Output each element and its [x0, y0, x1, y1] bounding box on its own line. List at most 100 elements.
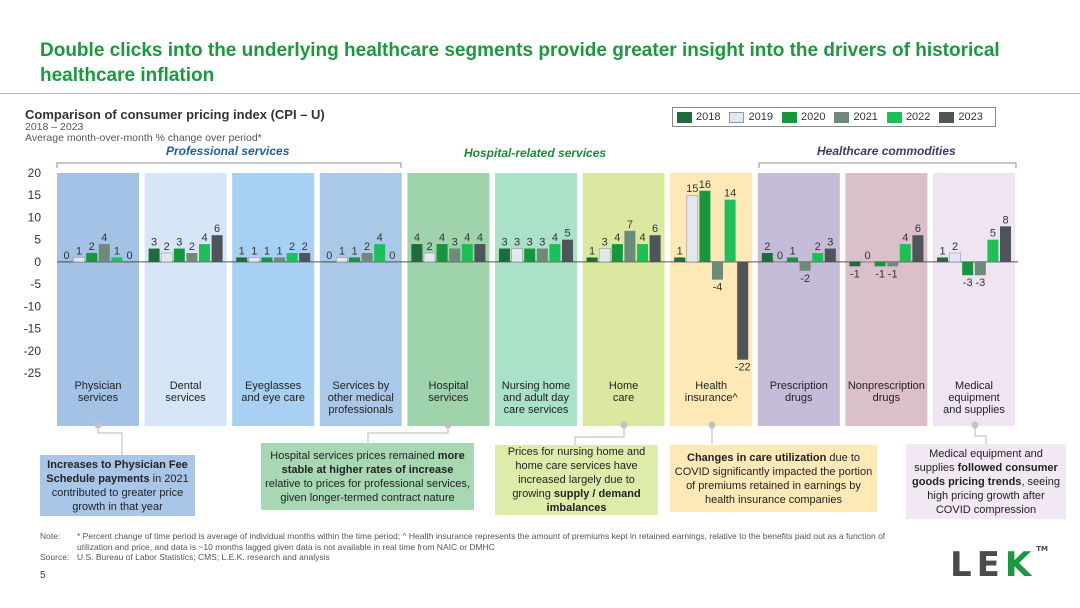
data-label: 4 [414, 232, 420, 244]
source-label: Source: [40, 552, 70, 562]
callout-hospital: Hospital services prices remained more s… [261, 443, 474, 510]
callout-equipment: Medical equipment and supplies followed … [906, 444, 1066, 519]
data-label: 1 [239, 245, 245, 257]
data-label: 15 [686, 183, 698, 195]
legend-label: 2020 [800, 111, 826, 123]
bar-2019 [423, 252, 436, 263]
y-tick-label: 15 [28, 188, 42, 202]
data-label: 0 [63, 250, 69, 262]
data-label: -2 [800, 273, 810, 285]
category-label: Home care [608, 380, 639, 404]
callout-home-care: Prices for nursing home and home care se… [495, 445, 658, 515]
bar-2020 [874, 261, 886, 267]
data-label: -4 [713, 282, 723, 294]
category-label: Hospital services [428, 380, 469, 404]
category-label: Nursing home and adult day care services [501, 380, 571, 416]
bar-2022 [286, 253, 298, 262]
data-label: 3 [176, 237, 182, 249]
data-label: 2 [952, 241, 958, 253]
data-label: 4 [614, 232, 620, 244]
category-label: Prescription drugs [769, 380, 828, 404]
connector-hospital [367, 425, 449, 443]
data-label: 3 [501, 237, 507, 249]
data-label: -3 [963, 277, 973, 289]
data-label: 0 [777, 250, 783, 262]
data-label: 2 [815, 241, 821, 253]
category-panel [933, 173, 1015, 426]
data-label: 2 [189, 241, 195, 253]
data-label: 2 [164, 241, 170, 253]
data-label: 6 [652, 223, 658, 235]
category-panel [845, 173, 928, 426]
bar-2022 [461, 244, 473, 262]
data-label: 4 [377, 232, 383, 244]
connector-home [574, 425, 625, 445]
bar-2020 [787, 257, 798, 262]
category-label: Dental services [165, 380, 206, 404]
legend-swatch [939, 111, 955, 123]
legend-swatch [886, 111, 902, 123]
bar-2023 [737, 261, 749, 360]
legend-swatch [729, 111, 745, 123]
data-label: 4 [552, 232, 558, 244]
data-label: 14 [724, 188, 736, 200]
bracket-commodities [758, 162, 1017, 168]
bracket-professional [56, 162, 402, 168]
bar-2022 [549, 244, 561, 262]
bar-2023 [386, 261, 398, 263]
data-label: 1 [677, 245, 683, 257]
bar-2019 [949, 252, 961, 263]
category-panel [407, 173, 490, 426]
data-label: 2 [302, 241, 308, 253]
data-label: 2 [89, 241, 95, 253]
bar-2020 [261, 257, 273, 262]
callout-text: Prices for nursing home and home care se… [507, 446, 646, 514]
bar-2022 [899, 244, 911, 262]
legend-item-2023: 2023 [939, 111, 983, 123]
data-label: 1 [276, 245, 282, 257]
y-tick-label: -25 [24, 366, 42, 380]
bar-2023 [211, 235, 223, 262]
legend-label: 2018 [696, 111, 721, 123]
data-label: 1 [789, 245, 795, 257]
bar-2023 [649, 235, 661, 262]
title-divider [0, 93, 1080, 94]
y-tick-label: -5 [30, 277, 41, 291]
data-label: 3 [452, 237, 458, 249]
data-label: 3 [151, 237, 157, 249]
bar-2021 [536, 248, 548, 262]
bar-2022 [374, 244, 386, 262]
data-label: 0 [864, 250, 870, 262]
data-label: 3 [827, 237, 833, 249]
bar-2020 [349, 257, 360, 262]
bar-2020 [86, 253, 98, 262]
data-label: 5 [564, 228, 570, 240]
data-label: 7 [627, 219, 633, 231]
bar-2018 [236, 257, 248, 262]
bar-2019 [336, 257, 348, 263]
connector-physician [97, 425, 123, 455]
data-label: 4 [101, 232, 107, 244]
data-label: 0 [126, 250, 132, 262]
note-text: * Percent change of time period is avera… [77, 531, 886, 552]
page-title: Double clicks into the underlying health… [40, 40, 1000, 86]
category-panel [582, 173, 665, 426]
bar-2018 [411, 244, 423, 262]
category-panel [144, 173, 227, 426]
callout-text: Changes in care utilization due to COVID… [674, 451, 873, 506]
legend-label: 2019 [748, 111, 773, 123]
bar-2020 [436, 244, 448, 262]
category-label: Nonprescription drugs [847, 380, 925, 404]
data-label: -22 [735, 362, 751, 374]
bar-2019 [73, 257, 85, 263]
chart-legend: 2018 2019 2020 2021 2022 2023 [672, 107, 996, 127]
bar-2021 [98, 244, 110, 262]
chart-years: 2018 – 2023 [25, 121, 84, 133]
bar-2023 [124, 261, 135, 263]
y-tick-label: 10 [28, 210, 42, 224]
bar-2018 [586, 257, 598, 262]
legend-label: 2022 [905, 111, 931, 123]
data-label: 4 [464, 232, 470, 244]
data-label: 1 [351, 245, 357, 257]
